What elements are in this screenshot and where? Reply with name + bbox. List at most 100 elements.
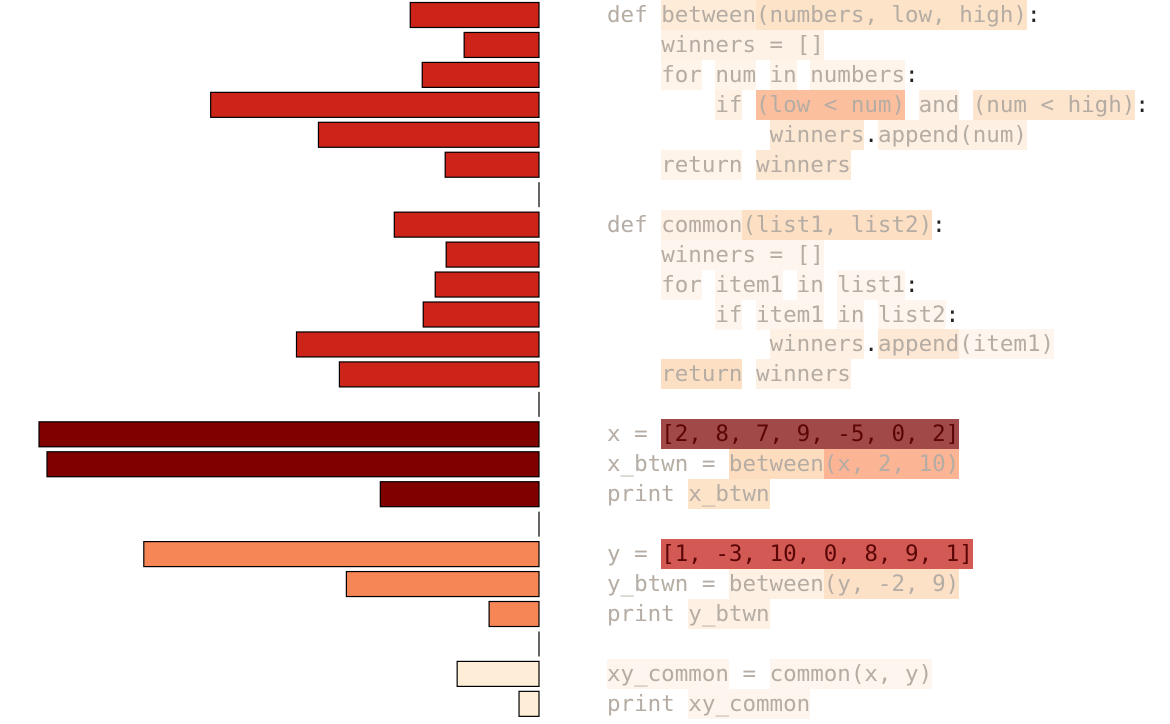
- bar-line-12: [295, 331, 540, 358]
- code-token: x_btwn: [688, 479, 770, 510]
- code-line: winners = []: [607, 29, 824, 60]
- bar-line-5: [317, 121, 540, 148]
- code-line: if item1 in list2:: [607, 299, 959, 330]
- code-token: xy_common: [688, 688, 811, 719]
- code-token: (low < num): [756, 89, 906, 120]
- code-line: winners.append(num): [607, 119, 1027, 150]
- code-token: :: [1026, 2, 1041, 28]
- code-token: and: [918, 89, 960, 120]
- code-token: [742, 90, 756, 120]
- bar-line-21: [488, 600, 540, 628]
- code-token: [607, 329, 770, 359]
- code-token: .: [864, 331, 878, 358]
- bar-line-11: [422, 301, 540, 328]
- code-token: [1, -3, 10, 0, 8, 9, 1]: [661, 539, 973, 570]
- code-token: [797, 60, 811, 90]
- code-token: (x, 2, 10): [823, 449, 960, 480]
- code-token: def: [607, 2, 662, 28]
- bar-line-20: [345, 570, 540, 598]
- code-token: print: [607, 481, 689, 508]
- code-line: x = [2, 8, 7, 9, -5, 0, 2]: [607, 419, 960, 450]
- code-token: [783, 270, 797, 300]
- code-line: print y_btwn: [607, 599, 770, 629]
- code-line: xy_common = common(x, y): [607, 658, 933, 689]
- code-token: [756, 60, 770, 90]
- code-token: in: [769, 59, 797, 90]
- code-line: def common(list1, list2):: [607, 209, 946, 240]
- bar-line-23: [456, 660, 540, 688]
- code-token: xy_common: [607, 658, 729, 689]
- code-token: [607, 359, 661, 389]
- bar-line-3: [421, 61, 540, 89]
- code-token: x_btwn =: [607, 451, 729, 478]
- bar-line-9: [445, 241, 540, 268]
- bar-line-2: [463, 31, 540, 59]
- code-line: if (low < num) and (num < high):: [607, 89, 1149, 120]
- bar-line-8: [393, 211, 540, 238]
- code-token: winners = []: [661, 29, 824, 60]
- code-token: [864, 300, 878, 330]
- bar-line-24: [518, 690, 540, 717]
- code-token: .: [864, 121, 878, 148]
- code-token: [607, 150, 661, 180]
- code-line: x_btwn = between(x, 2, 10): [607, 449, 960, 480]
- code-token: common(x, y): [769, 658, 933, 689]
- code-token: :: [1135, 91, 1149, 118]
- code-token: [607, 240, 661, 270]
- code-token: =: [728, 660, 770, 687]
- code-token: if: [715, 299, 743, 330]
- bar-line-1: [409, 1, 540, 29]
- code-line: y_btwn = between(y, -2, 9): [607, 569, 960, 600]
- code-token: [824, 300, 838, 330]
- bar-line-10: [434, 271, 540, 298]
- code-token: [905, 90, 919, 120]
- code-token: [607, 300, 715, 330]
- code-token: (num < high): [972, 89, 1136, 120]
- code-token: winners: [756, 359, 851, 390]
- code-token: between: [661, 0, 757, 30]
- bar-line-17: [379, 481, 540, 508]
- code-token: [742, 300, 756, 330]
- code-token: (item1): [959, 329, 1055, 360]
- code-panel: def between(numbers, low, high): winners…: [607, 0, 1170, 724]
- code-token: winners: [769, 329, 865, 360]
- bar-line-19: [143, 540, 540, 568]
- code-token: in: [796, 269, 824, 300]
- code-line: def between(numbers, low, high):: [607, 0, 1041, 30]
- code-token: [702, 60, 716, 90]
- code-token: list1: [837, 269, 906, 300]
- code-token: winners = []: [661, 239, 824, 270]
- code-token: common: [661, 209, 743, 240]
- bar-line-16: [46, 451, 540, 478]
- code-line: return winners: [607, 149, 851, 180]
- code-line: print xy_common: [607, 688, 811, 719]
- code-token: [607, 30, 661, 60]
- bar-line-15: [38, 421, 540, 448]
- code-line: y = [1, -3, 10, 0, 8, 9, 1]: [607, 539, 973, 570]
- code-token: [959, 90, 973, 120]
- code-token: x =: [607, 421, 662, 448]
- code-token: [2, 8, 7, 9, -5, 0, 2]: [661, 419, 960, 450]
- code-token: [824, 270, 838, 300]
- code-line: winners.append(item1): [607, 329, 1055, 360]
- code-token: y =: [607, 541, 662, 568]
- code-token: item1: [756, 299, 824, 330]
- code-token: print: [607, 690, 689, 717]
- code-token: y_btwn: [688, 599, 770, 629]
- bar-line-13: [338, 361, 540, 388]
- code-token: item1: [715, 269, 784, 300]
- code-token: [742, 150, 756, 180]
- code-token: between: [728, 569, 824, 600]
- code-token: (y, -2, 9): [823, 569, 960, 600]
- code-line: print x_btwn: [607, 479, 770, 510]
- code-token: (numbers, low, high): [756, 0, 1027, 30]
- code-token: num: [715, 59, 757, 90]
- code-token: [607, 270, 661, 300]
- code-token: append(num): [877, 119, 1027, 150]
- code-token: winners: [756, 149, 851, 180]
- code-token: [702, 270, 716, 300]
- code-token: append: [877, 329, 960, 360]
- code-token: in: [837, 299, 865, 330]
- bar-line-6: [444, 151, 540, 178]
- bar-line-4: [210, 91, 540, 118]
